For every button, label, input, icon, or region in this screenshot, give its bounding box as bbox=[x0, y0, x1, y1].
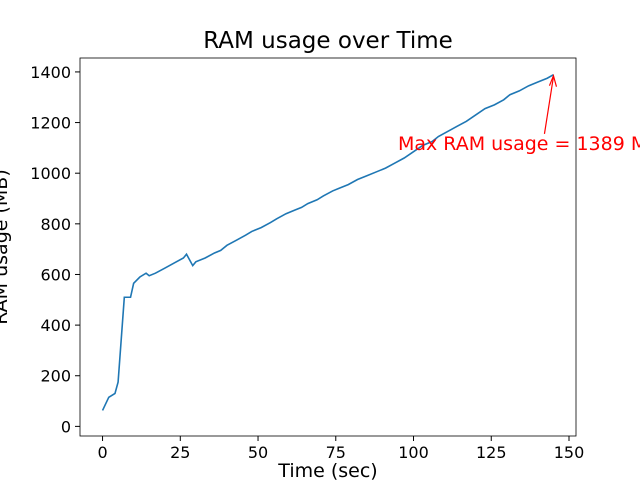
annotation-arrow bbox=[543, 76, 555, 134]
x-tick-label: 25 bbox=[170, 443, 190, 462]
y-tick-label: 600 bbox=[40, 265, 71, 284]
y-tick-label: 1400 bbox=[30, 63, 71, 82]
line-series bbox=[101, 74, 554, 411]
y-tick-label: 1200 bbox=[30, 114, 71, 133]
y-tick-label: 200 bbox=[40, 367, 71, 386]
y-axis-label: RAM usage (MB) bbox=[0, 169, 12, 325]
annotation-text: Max RAM usage = 1389 MB bbox=[398, 133, 640, 155]
x-tick-label: 150 bbox=[554, 443, 585, 462]
x-axis-label: Time (sec) bbox=[277, 460, 377, 480]
annotation-arrowhead bbox=[548, 73, 558, 87]
plot-frame bbox=[79, 57, 577, 437]
y-tick-label: 1000 bbox=[30, 164, 71, 183]
x-tick-label: 0 bbox=[97, 443, 107, 462]
x-tick-label: 100 bbox=[398, 443, 429, 462]
x-tick-label: 125 bbox=[476, 443, 507, 462]
y-tick-label: 800 bbox=[40, 215, 71, 234]
chart-title: RAM usage over Time bbox=[203, 28, 453, 54]
x-tick-label: 75 bbox=[326, 443, 346, 462]
y-tick-label: 0 bbox=[61, 417, 71, 436]
y-tick-label: 400 bbox=[40, 316, 71, 335]
x-tick-label: 50 bbox=[248, 443, 268, 462]
